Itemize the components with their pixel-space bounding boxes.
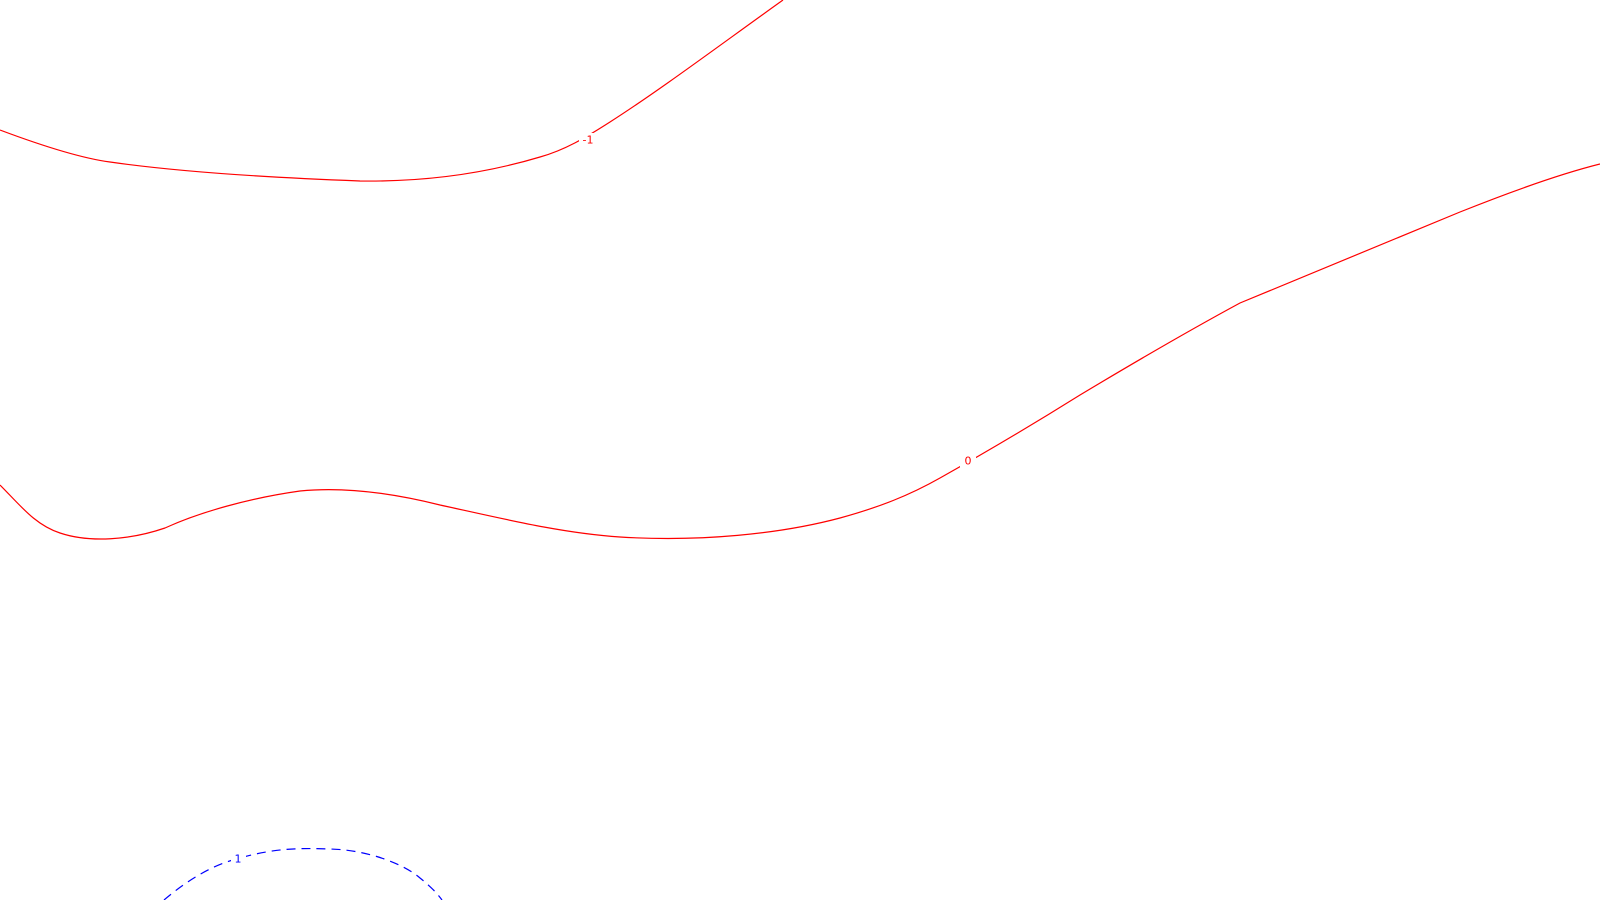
contour-label-bg: [231, 852, 246, 866]
contour-label-0: 0: [965, 455, 972, 468]
contour-line-1: [163, 847, 443, 900]
contour-label-bg: [579, 133, 597, 147]
contour-label-1: 1: [235, 853, 242, 866]
contour-label-minus-1: -1: [583, 134, 594, 147]
contour-line-1-group: 1: [163, 847, 443, 900]
contour-label-bg: [960, 454, 976, 468]
contour-line-minus-1: [0, 0, 784, 182]
contour-line-minus-1-group: -1: [0, 0, 784, 182]
contour-line-0-group: 0: [0, 163, 1600, 540]
contour-line-0: [0, 163, 1600, 540]
